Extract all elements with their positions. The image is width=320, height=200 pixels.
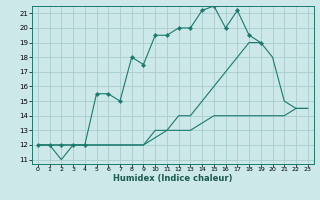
X-axis label: Humidex (Indice chaleur): Humidex (Indice chaleur) — [113, 174, 233, 183]
